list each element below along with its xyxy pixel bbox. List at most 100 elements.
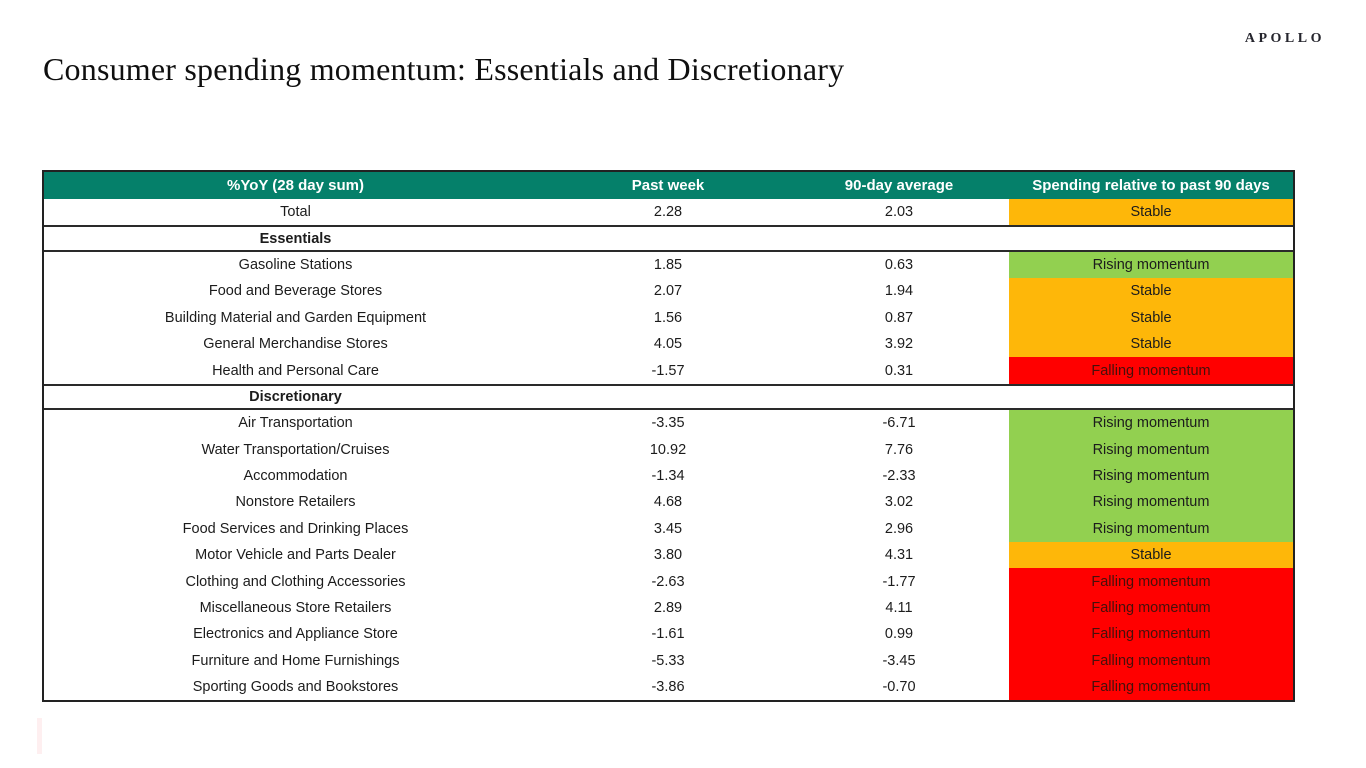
past-week-value: 3.45	[653, 520, 683, 537]
table-header-row: %YoY (28 day sum) Past week 90-day avera…	[44, 172, 1293, 199]
90-day-average-value: 7.76	[884, 441, 914, 458]
90-day-average-value: -1.77	[882, 573, 916, 590]
section-label: Essentials	[259, 230, 332, 247]
past-week-value	[547, 386, 789, 408]
past-week-value: -1.61	[651, 626, 685, 643]
90-day-average-value: 0.99	[884, 626, 914, 643]
category-label: Furniture and Home Furnishings	[191, 652, 400, 669]
category-label: Accommodation	[243, 468, 348, 485]
90-day-average-value: 3.92	[884, 336, 914, 353]
90-day-average-value: 3.02	[884, 494, 914, 511]
category-label: Building Material and Garden Equipment	[164, 309, 427, 326]
past-week-value: 2.28	[653, 204, 683, 221]
table-row: Nonstore Retailers 4.68 3.02 Rising momentu…	[44, 489, 1293, 516]
table-row: Building Material and Garden Equipment 1.…	[44, 304, 1293, 331]
category-label: General Merchandise Stores	[203, 336, 388, 353]
apollo-logo: APOLLO	[1244, 31, 1325, 46]
page-title: Consumer spending momentum: Essentials a…	[43, 51, 845, 87]
category-label: Clothing and Clothing Accessories	[185, 573, 406, 590]
status-cell	[1009, 386, 1293, 408]
status-cell: Rising momentum	[1009, 436, 1293, 463]
status-cell: Rising momentum	[1009, 410, 1293, 437]
category-label: Water Transportation/Cruises	[201, 441, 390, 458]
90-day-average-value	[789, 227, 1009, 249]
category-label: Health and Personal Care	[212, 362, 379, 379]
past-week-value: -2.63	[651, 573, 685, 590]
table-row: Electronics and Appliance Store -1.61 0.99…	[44, 621, 1293, 648]
90-day-average-value: 4.31	[884, 547, 914, 564]
90-day-average-value: 2.03	[884, 204, 914, 221]
category-label: Miscellaneous Store Retailers	[199, 600, 392, 617]
past-week-value: -1.34	[651, 468, 685, 485]
status-cell: Stable	[1009, 199, 1293, 226]
table-row: Motor Vehicle and Parts Dealer 3.80 4.31 St…	[44, 542, 1293, 569]
table-row: Gasoline Stations 1.85 0.63 Rising momentum	[44, 251, 1293, 279]
status-cell: Rising momentum	[1009, 462, 1293, 490]
section-label: Discretionary	[249, 388, 342, 405]
section-row: Essentials	[44, 225, 1293, 252]
spending-momentum-table: %YoY (28 day sum) Past week 90-day avera…	[42, 170, 1295, 703]
past-week-value: -1.57	[651, 362, 685, 379]
90-day-average-value: 0.63	[884, 256, 914, 273]
status-cell: Falling momentum	[1009, 568, 1293, 595]
status-cell: Stable	[1009, 330, 1293, 358]
past-week-value: 1.56	[653, 309, 683, 326]
status-cell: Falling momentum	[1009, 621, 1293, 648]
column-header-90-day-average: 90-day average	[844, 177, 954, 194]
table-row: Health and Personal Care -1.57 0.31 Falling…	[44, 357, 1293, 384]
past-week-value: 4.05	[653, 336, 683, 353]
category-label: Motor Vehicle and Parts Dealer	[195, 547, 396, 564]
section-row: Discretionary	[44, 383, 1293, 411]
status-cell: Falling momentum	[1009, 594, 1293, 622]
90-day-average-value: 0.31	[884, 362, 914, 379]
past-week-value: 10.92	[649, 441, 687, 458]
category-label: Gasoline Stations	[238, 256, 353, 273]
category-label: Electronics and Appliance Store	[193, 626, 398, 643]
past-week-value: -3.86	[651, 679, 685, 696]
past-week-value: 3.80	[653, 547, 683, 564]
past-week-value: 2.07	[653, 283, 683, 300]
category-label: Food and Beverage Stores	[208, 283, 383, 300]
status-cell: Falling momentum	[1009, 674, 1293, 701]
table-row: Furniture and Home Furnishings -5.33 -3.45…	[44, 647, 1293, 675]
category-label: Air Transportation	[238, 415, 353, 432]
status-cell: Rising momentum	[1009, 489, 1293, 516]
90-day-average-value: -0.70	[882, 679, 916, 696]
status-cell: Stable	[1009, 304, 1293, 331]
90-day-average-value: 1.94	[884, 283, 914, 300]
status-cell	[1009, 227, 1293, 249]
status-cell: Falling momentum	[1009, 357, 1293, 384]
90-day-average-value: 2.96	[884, 520, 914, 537]
status-cell: Stable	[1009, 278, 1293, 305]
column-header-past-week: Past week	[631, 177, 705, 194]
status-cell: Rising momentum	[1009, 515, 1293, 543]
table-row: General Merchandise Stores 4.05 3.92 Stable	[44, 330, 1293, 358]
past-week-value: -5.33	[651, 652, 685, 669]
table-row: Air Transportation -3.35 -6.71 Rising momen…	[44, 410, 1293, 437]
90-day-average-value: -2.33	[882, 468, 916, 485]
past-week-value	[547, 227, 789, 249]
category-label: Nonstore Retailers	[235, 494, 356, 511]
column-header-category: %YoY (28 day sum)	[227, 177, 364, 194]
footer-accent-mark	[37, 718, 42, 754]
table-row: Accommodation -1.34 -2.33 Rising momentum	[44, 462, 1293, 490]
90-day-average-value: 0.87	[884, 309, 914, 326]
table-row: Food and Beverage Stores 2.07 1.94 Stable	[44, 278, 1293, 305]
table-row: Food Services and Drinking Places 3.45 2.9…	[44, 515, 1293, 543]
table-row: Total 2.28 2.03 Stable	[44, 199, 1293, 226]
category-label: Total	[280, 204, 311, 221]
past-week-value: 4.68	[653, 494, 683, 511]
table-row: Clothing and Clothing Accessories -2.63 -1…	[44, 568, 1293, 595]
past-week-value: 1.85	[653, 256, 683, 273]
status-cell: Falling momentum	[1009, 647, 1293, 675]
past-week-value: -3.35	[651, 415, 685, 432]
column-header-spending-relative: Spending relative to past 90 days	[1032, 177, 1270, 194]
90-day-average-value	[789, 386, 1009, 408]
status-cell: Stable	[1009, 542, 1293, 569]
table-body: Total 2.28 2.03 Stable Essentials Gasoline St…	[44, 199, 1293, 701]
90-day-average-value: 4.11	[885, 600, 913, 617]
90-day-average-value: -6.71	[882, 415, 916, 432]
table-row: Water Transportation/Cruises 10.92 7.76 Ris…	[44, 436, 1293, 463]
90-day-average-value: -3.45	[882, 652, 916, 669]
